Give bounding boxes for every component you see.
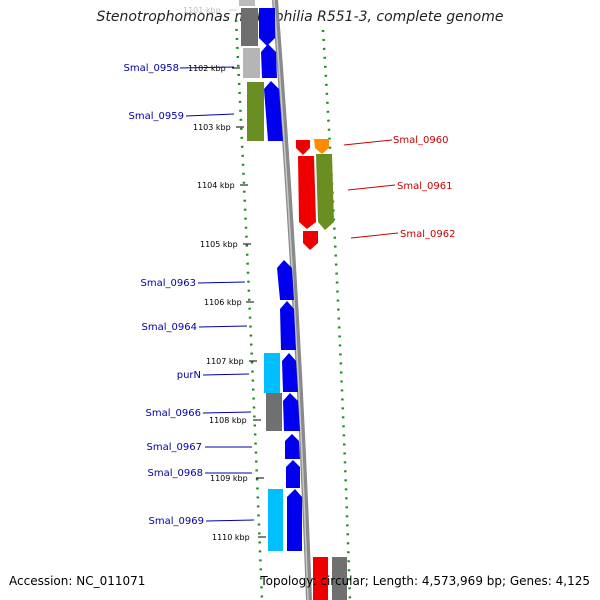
kbp-tick-label: 1103 kbp <box>193 123 231 132</box>
gene-faded-top <box>239 0 255 6</box>
gene-smal-0962-red <box>303 231 318 250</box>
right-leader-lines <box>343 139 399 239</box>
gene-smal-0961-green <box>316 154 334 230</box>
gene-smal-0961-red <box>298 156 316 229</box>
accession-text: Accession: NC_011071 <box>9 574 146 588</box>
kbp-tick-label: 1107 kbp <box>206 357 244 366</box>
gene-smal-0969-cyan <box>268 489 283 551</box>
right-scale-dots <box>321 29 352 600</box>
gene-label-smal-0961[interactable]: Smal_0961 <box>397 181 452 192</box>
gene-smal-0966-blue <box>283 393 300 431</box>
kbp-tick-label: 1104 kbp <box>197 181 235 190</box>
gene-smal-0967 <box>285 434 300 459</box>
gene-gray-top-light <box>243 48 260 78</box>
gene-gray-bottom <box>332 557 347 600</box>
gene-smal-0968 <box>286 460 300 488</box>
gene-purn-blue <box>282 353 298 392</box>
gene-smal-0964 <box>280 301 296 350</box>
gene-gray-top <box>241 8 258 46</box>
left-leader-lines <box>179 66 255 522</box>
kbp-ticks <box>229 9 266 538</box>
map-title: Stenotrophomonas maltophilia R551-3, com… <box>96 9 504 25</box>
kbp-tick-label: 1105 kbp <box>200 240 238 249</box>
kbp-tick-label: 1106 kbp <box>204 298 242 307</box>
gene-smal-0963 <box>277 260 294 300</box>
gene-label-smal-0968[interactable]: Smal_0968 <box>148 468 203 479</box>
gene-label-smal-0962[interactable]: Smal_0962 <box>400 229 455 240</box>
gene-label-smal-0964[interactable]: Smal_0964 <box>142 322 197 333</box>
gene-smal-0960-orange <box>314 139 329 154</box>
gene-purn-cyan <box>264 353 280 393</box>
gene-label-smal-0967[interactable]: Smal_0967 <box>147 442 202 453</box>
gene-smal-0959-green <box>247 82 264 141</box>
gene-blue-top <box>259 8 275 46</box>
gene-label-purn[interactable]: purN <box>177 370 201 381</box>
gene-smal-0966-gray <box>266 393 282 431</box>
gene-red-bottom <box>313 557 328 600</box>
gene-smal-0969-blue <box>287 489 302 551</box>
gene-label-smal-0960[interactable]: Smal_0960 <box>393 135 448 146</box>
kbp-tick-label: 1109 kbp <box>210 474 248 483</box>
gene-label-smal-0969[interactable]: Smal_0969 <box>149 516 204 527</box>
gene-smal-0960-red <box>296 140 310 155</box>
gene-label-smal-0966[interactable]: Smal_0966 <box>146 408 201 419</box>
kbp-tick-label: 1102 kbp <box>188 64 226 73</box>
gene-label-smal-0959[interactable]: Smal_0959 <box>129 111 184 122</box>
topology-text: Topology: circular; Length: 4,573,969 bp… <box>260 574 590 588</box>
gene-smal-0958 <box>261 44 277 78</box>
kbp-tick-label: 1108 kbp <box>209 416 247 425</box>
gene-label-smal-0958[interactable]: Smal_0958 <box>124 63 179 74</box>
kbp-tick-label: 1101 kbp <box>183 6 221 15</box>
gene-smal-0959-blue <box>264 81 283 141</box>
gene-label-smal-0963[interactable]: Smal_0963 <box>141 278 196 289</box>
genome-backbone <box>272 0 312 600</box>
kbp-tick-label: 1110 kbp <box>212 533 250 542</box>
